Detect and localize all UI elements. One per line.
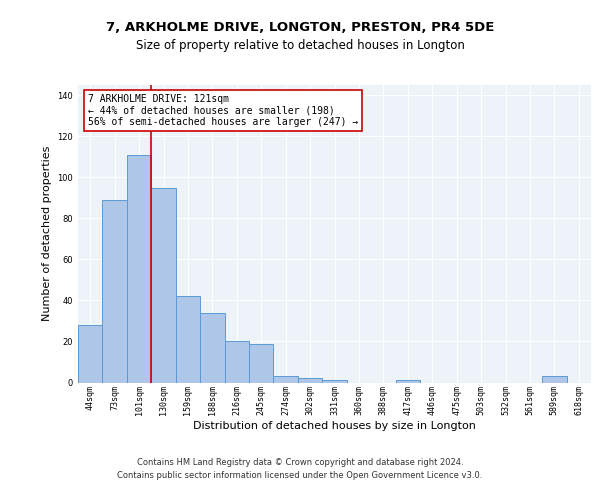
- Bar: [151, 188, 176, 382]
- Bar: [322, 380, 347, 382]
- Bar: [395, 380, 420, 382]
- Y-axis label: Number of detached properties: Number of detached properties: [42, 146, 52, 322]
- Bar: [78, 325, 103, 382]
- Text: 7 ARKHOLME DRIVE: 121sqm
← 44% of detached houses are smaller (198)
56% of semi-: 7 ARKHOLME DRIVE: 121sqm ← 44% of detach…: [88, 94, 359, 127]
- Text: Contains HM Land Registry data © Crown copyright and database right 2024.: Contains HM Land Registry data © Crown c…: [137, 458, 463, 467]
- Bar: [274, 376, 298, 382]
- Bar: [103, 200, 127, 382]
- Bar: [542, 376, 566, 382]
- Bar: [298, 378, 322, 382]
- Bar: [249, 344, 274, 382]
- X-axis label: Distribution of detached houses by size in Longton: Distribution of detached houses by size …: [193, 421, 476, 431]
- Text: Size of property relative to detached houses in Longton: Size of property relative to detached ho…: [136, 38, 464, 52]
- Bar: [176, 296, 200, 382]
- Bar: [224, 342, 249, 382]
- Bar: [127, 155, 151, 382]
- Text: 7, ARKHOLME DRIVE, LONGTON, PRESTON, PR4 5DE: 7, ARKHOLME DRIVE, LONGTON, PRESTON, PR4…: [106, 21, 494, 34]
- Text: Contains public sector information licensed under the Open Government Licence v3: Contains public sector information licen…: [118, 470, 482, 480]
- Bar: [200, 312, 224, 382]
